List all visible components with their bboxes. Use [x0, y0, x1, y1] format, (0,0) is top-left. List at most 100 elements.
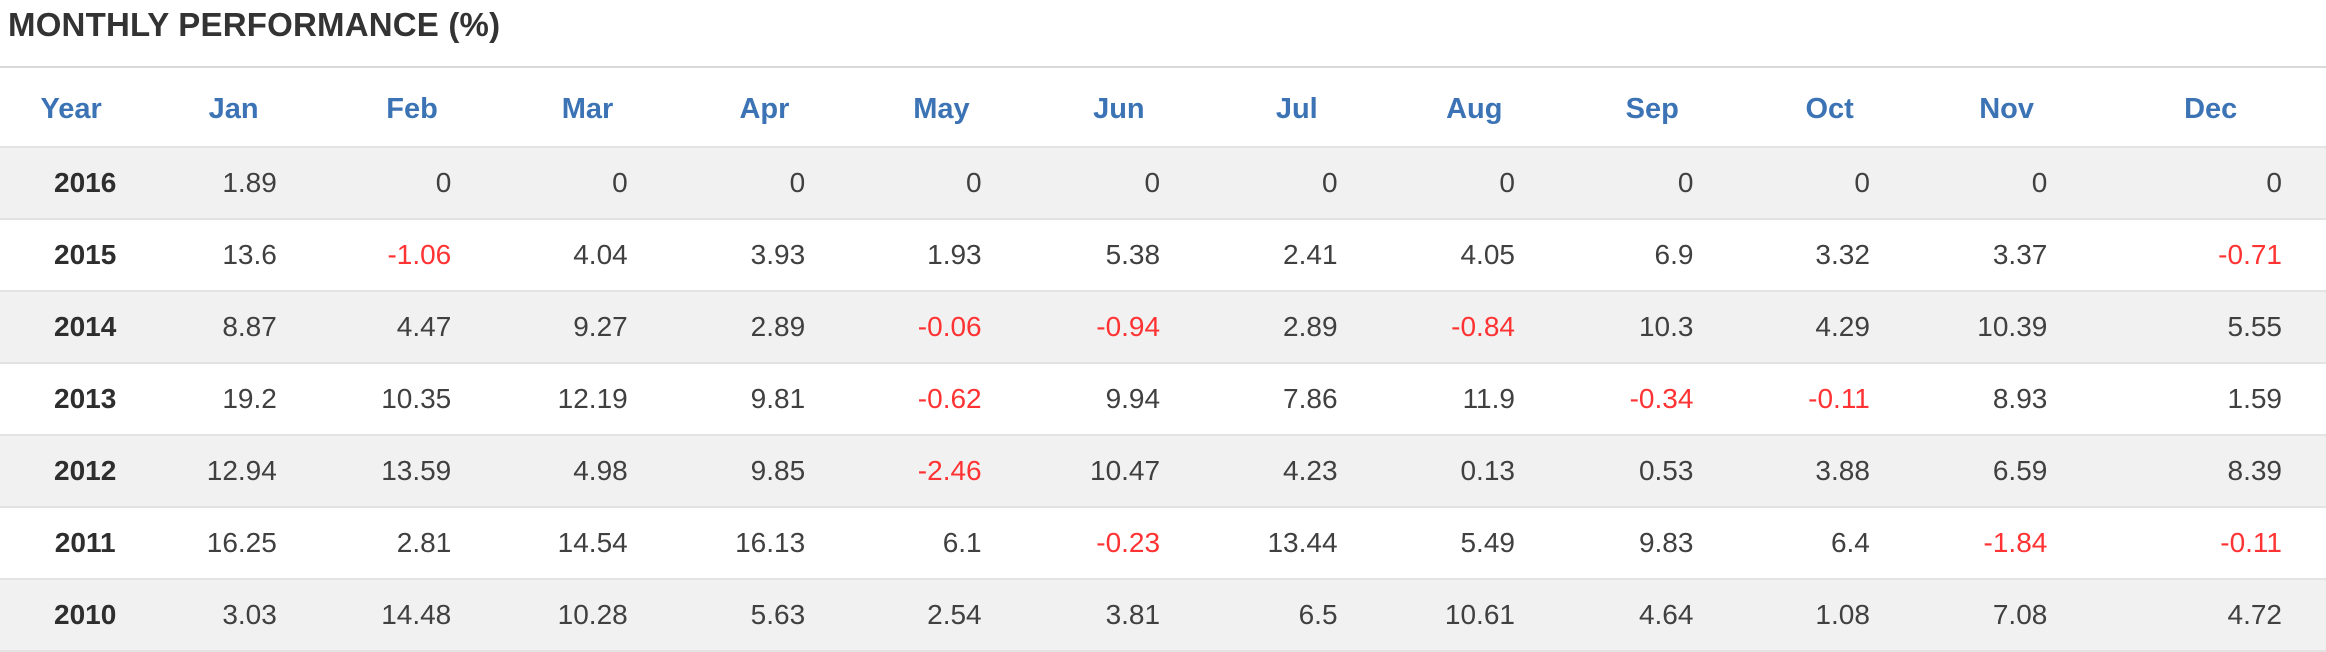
value-cell: 2.89	[1208, 291, 1386, 364]
value-cell: 8.93	[1917, 363, 2096, 436]
value-cell: 6.1	[853, 507, 1030, 580]
value-cell: 0	[499, 147, 676, 220]
value-cell: 4.29	[1741, 291, 1918, 364]
value-cell: 4.47	[324, 291, 500, 364]
value-cell: 16.13	[675, 507, 854, 580]
year-cell: 2010	[0, 579, 143, 652]
value-cell: -1.84	[1917, 507, 2096, 580]
value-cell: -0.34	[1562, 363, 1742, 436]
value-cell: -0.62	[853, 363, 1030, 436]
value-cell: 13.59	[324, 435, 500, 508]
value-cell: 5.49	[1385, 507, 1563, 580]
value-cell: 0	[1029, 147, 1209, 220]
value-cell: -0.11	[1741, 363, 1918, 436]
value-cell: 4.05	[1385, 219, 1563, 292]
value-cell: 3.88	[1741, 435, 1918, 508]
value-cell: 8.39	[2095, 435, 2326, 508]
value-cell: -0.94	[1029, 291, 1209, 364]
value-cell: 9.83	[1562, 507, 1742, 580]
value-cell: 1.08	[1741, 579, 1918, 652]
value-cell: 10.3	[1562, 291, 1742, 364]
column-header: Year	[0, 73, 143, 148]
value-cell: 0	[675, 147, 854, 220]
value-cell: 0	[1208, 147, 1386, 220]
value-cell: 3.37	[1917, 219, 2096, 292]
value-cell: 0.13	[1385, 435, 1563, 508]
value-cell: 4.72	[2095, 579, 2326, 652]
value-cell: 0	[1562, 147, 1742, 220]
value-cell: -0.06	[853, 291, 1030, 364]
year-cell: 2014	[0, 291, 143, 364]
value-cell: 9.27	[499, 291, 676, 364]
table-row: 2013 19.2 10.35 12.19 9.81 -0.62 9.94 7.86 11.9-…	[0, 363, 2326, 436]
value-cell: 11.9	[1385, 363, 1563, 436]
year-cell: 2011	[0, 507, 143, 580]
value-cell: -0.11	[2095, 507, 2326, 580]
value-cell: 14.54	[499, 507, 676, 580]
value-cell: 10.35	[324, 363, 500, 436]
column-header: Jun	[1029, 73, 1209, 148]
value-cell: 16.25	[142, 507, 325, 580]
value-cell: 10.47	[1029, 435, 1209, 508]
table-row: 2012 12.94 13.59 4.98 9.85 -2.46 10.47 4.23 0.13…	[0, 435, 2326, 508]
table-row: 2016 1.89 0 0 0 0 0 0 0 0 0 0 0	[0, 147, 2326, 220]
value-cell: 3.81	[1029, 579, 1209, 652]
value-cell: 0	[2095, 147, 2326, 220]
table-body: 2016 1.89 0 0 0 0 0 0 0 0 0 0 0 2015 13.6 -1.06 4.04 3.93…	[0, 147, 2326, 652]
value-cell: 4.64	[1562, 579, 1742, 652]
value-cell: 19.2	[142, 363, 325, 436]
value-cell: 10.28	[499, 579, 676, 652]
value-cell: 14.48	[324, 579, 500, 652]
title-divider	[0, 66, 2326, 68]
year-cell: 2012	[0, 435, 143, 508]
value-cell: 5.38	[1029, 219, 1209, 292]
value-cell: 0	[1385, 147, 1563, 220]
value-cell: 0	[1917, 147, 2096, 220]
value-cell: 3.32	[1741, 219, 1918, 292]
value-cell: 7.86	[1208, 363, 1386, 436]
value-cell: 12.19	[499, 363, 676, 436]
value-cell: 0	[1741, 147, 1918, 220]
value-cell: 4.04	[499, 219, 676, 292]
column-header: Nov	[1917, 73, 2096, 148]
value-cell: 8.87	[142, 291, 325, 364]
value-cell: 0	[853, 147, 1030, 220]
value-cell: 9.94	[1029, 363, 1209, 436]
value-cell: 1.93	[853, 219, 1030, 292]
column-header: Oct	[1741, 73, 1918, 148]
value-cell: 10.61	[1385, 579, 1563, 652]
column-header: Jan	[142, 73, 325, 148]
value-cell: 5.55	[2095, 291, 2326, 364]
value-cell: 6.59	[1917, 435, 2096, 508]
value-cell: 2.81	[324, 507, 500, 580]
value-cell: 13.44	[1208, 507, 1386, 580]
table-row: 2015 13.6 -1.06 4.04 3.93 1.93 5.38 2.41 4.05 6.9…	[0, 219, 2326, 292]
column-header: Mar	[499, 73, 676, 148]
value-cell: 10.39	[1917, 291, 2096, 364]
value-cell: 2.54	[853, 579, 1030, 652]
column-header: Feb	[324, 73, 500, 148]
value-cell: 0.53	[1562, 435, 1742, 508]
year-cell: 2013	[0, 363, 143, 436]
value-cell: 5.63	[675, 579, 854, 652]
monthly-performance-table: Year Jan Feb Mar Apr May Jun Jul Aug Sep…	[0, 73, 2326, 652]
value-cell: 9.85	[675, 435, 854, 508]
value-cell: 7.08	[1917, 579, 2096, 652]
value-cell: 2.41	[1208, 219, 1386, 292]
column-header: Jul	[1208, 73, 1386, 148]
value-cell: 2.89	[675, 291, 854, 364]
year-cell: 2016	[0, 147, 143, 220]
value-cell: -1.06	[324, 219, 500, 292]
value-cell: 4.23	[1208, 435, 1386, 508]
table-row: 2011 16.25 2.81 14.54 16.13 6.1 -0.23 13.44 5.49…	[0, 507, 2326, 580]
value-cell: 3.03	[142, 579, 325, 652]
value-cell: 13.6	[142, 219, 325, 292]
value-cell: 6.4	[1741, 507, 1918, 580]
value-cell: -0.23	[1029, 507, 1209, 580]
value-cell: 1.89	[142, 147, 325, 220]
value-cell: 12.94	[142, 435, 325, 508]
table-row: 2010 3.03 14.48 10.28 5.63 2.54 3.81 6.5 10.61 4.…	[0, 579, 2326, 652]
value-cell: 4.98	[499, 435, 676, 508]
value-cell: 6.9	[1562, 219, 1742, 292]
year-cell: 2015	[0, 219, 143, 292]
